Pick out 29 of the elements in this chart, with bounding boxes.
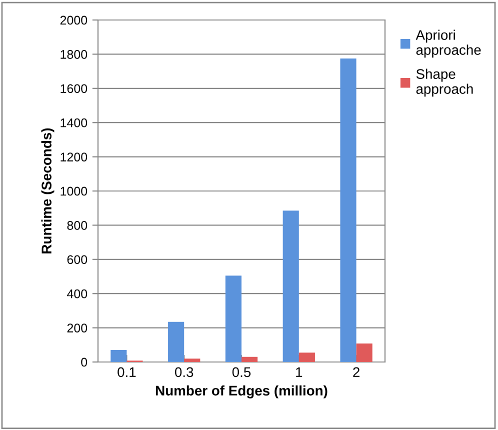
x-tick-label: 0.1 bbox=[118, 367, 136, 378]
bar bbox=[225, 276, 242, 362]
x-tick-label: 2 bbox=[353, 367, 360, 377]
y-tick-label: 1600 bbox=[60, 84, 88, 94]
bar bbox=[356, 344, 372, 362]
bar bbox=[298, 352, 315, 362]
y-tick-label: 1400 bbox=[60, 118, 88, 128]
legend-label: Shape approach bbox=[416, 68, 473, 97]
bar bbox=[340, 58, 356, 362]
x-tick-label: 1 bbox=[296, 367, 302, 377]
y-tick-label: 1200 bbox=[60, 152, 88, 162]
y-tick-label: 1800 bbox=[60, 50, 88, 59]
bar bbox=[282, 210, 299, 362]
legend-label: Apriori approache bbox=[416, 30, 481, 58]
y-tick-label: 600 bbox=[67, 255, 88, 264]
bar bbox=[168, 322, 184, 362]
x-tick-label: 0.3 bbox=[174, 367, 194, 378]
y-tick-label: 0 bbox=[81, 358, 88, 367]
y-tick-label: 800 bbox=[67, 221, 88, 230]
y-axis-title: Runtime (Seconds) bbox=[41, 128, 54, 254]
bar bbox=[184, 358, 200, 362]
y-tick-label: 1000 bbox=[60, 186, 88, 196]
x-axis-title: Number of Edges (million) bbox=[156, 385, 328, 398]
x-tick-label: 0.5 bbox=[232, 367, 251, 378]
y-tick-label: 400 bbox=[67, 289, 88, 298]
bar bbox=[110, 350, 127, 362]
bar bbox=[242, 356, 258, 362]
y-tick-label: 2000 bbox=[60, 16, 88, 25]
y-tick-label: 200 bbox=[67, 324, 88, 332]
